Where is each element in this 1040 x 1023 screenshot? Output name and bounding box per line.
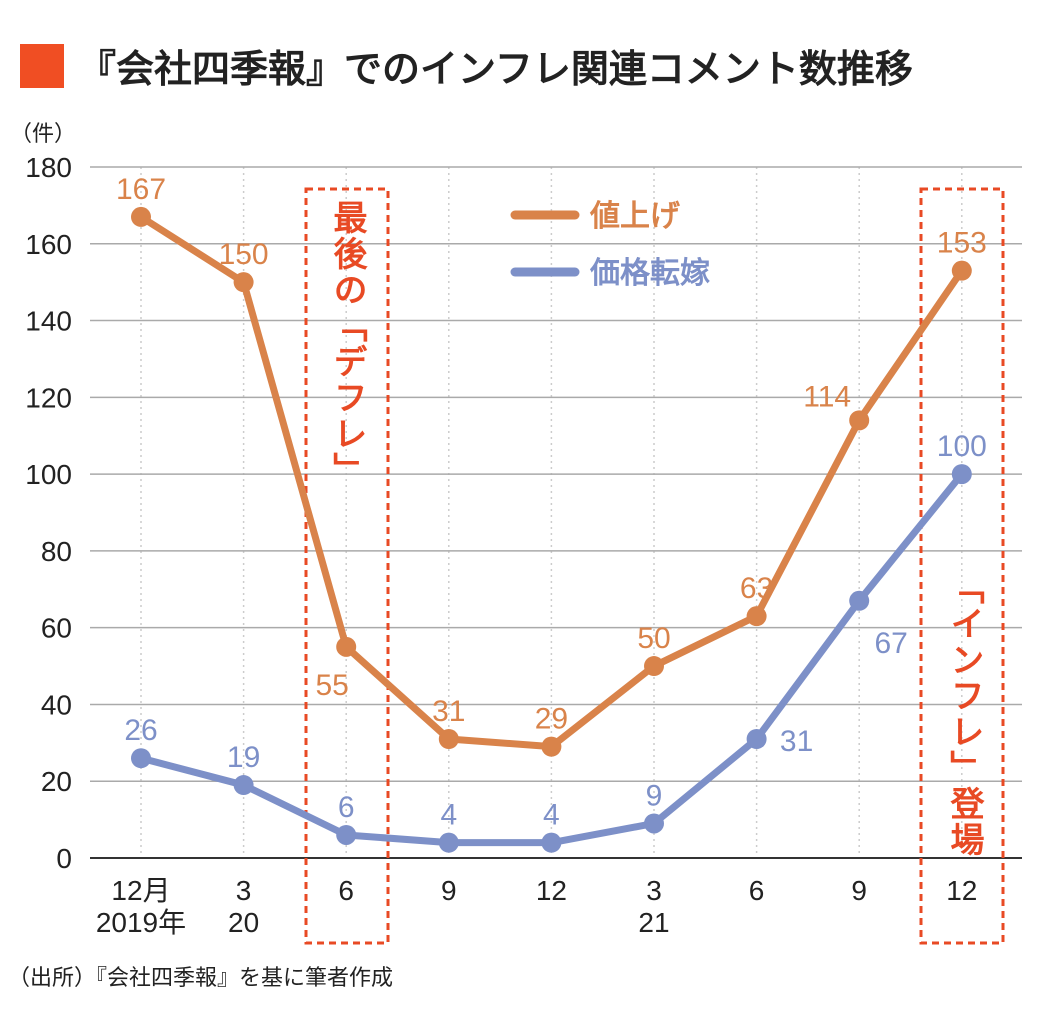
data-point [746,728,767,749]
data-label: 114 [803,380,851,413]
data-point [541,832,562,853]
title-marker [20,43,64,88]
y-tick-label: 40 [41,689,72,720]
data-label: 31 [432,695,465,728]
data-point [336,636,357,657]
x-tick-label: 12月 [111,875,170,906]
y-tick-label: 60 [41,613,72,644]
data-label: 150 [219,238,269,271]
data-point [746,606,767,627]
data-label: 63 [740,572,773,605]
data-label: 29 [535,703,568,736]
data-point [541,736,562,757]
data-label: 9 [646,779,663,812]
y-tick-label: 100 [25,459,72,490]
data-point [131,206,151,227]
x-tick-label: 3 [236,875,252,906]
data-point [233,272,254,293]
data-point [233,775,254,796]
annotation-inflation: 「インフレ」登場 [944,570,984,858]
data-label: 67 [875,627,908,660]
data-label: 55 [316,669,349,702]
y-tick-label: 140 [25,306,72,337]
x-tick-label: 6 [338,875,354,906]
title-text: 『会社四季報』でのインフレ関連コメント数推移 [78,47,913,91]
data-label: 26 [124,714,157,747]
x-tick-label: 12 [536,875,567,906]
x-tick-sublabel: 2019年 [96,907,186,938]
data-label: 31 [780,725,813,758]
annotation-box-deflation [304,187,390,945]
x-tick-sublabel: 20 [228,907,259,938]
legend-label: 価格転嫁 [589,256,710,291]
annotation-deflation: 最後の「デフレ」 [327,200,367,488]
source-note: （出所）『会社四季報』を基に筆者作成 [8,966,394,991]
data-label: 100 [937,430,987,463]
y-tick-label: 20 [41,766,72,797]
y-tick-label: 180 [25,152,72,183]
data-point [336,824,357,845]
y-tick-label: 80 [41,536,72,567]
series-line-0 [139,213,965,751]
y-axis-unit: （件） [10,122,77,147]
data-label: 6 [338,791,355,824]
data-label: 19 [227,741,260,774]
data-point [849,590,870,611]
data-point [438,728,459,749]
x-tick-label: 9 [441,875,457,906]
x-tick-label: 6 [749,875,765,906]
data-label: 167 [116,173,166,206]
annotation-box-inflation [919,187,1005,945]
data-point [644,656,664,677]
y-tick-label: 120 [25,382,72,413]
x-tick-sublabel: 21 [638,907,669,938]
data-point [951,260,972,281]
data-label: 50 [637,622,670,655]
data-point [849,410,870,431]
data-label: 4 [543,799,560,832]
legend-label: 値上げ [589,199,681,234]
y-tick-label: 0 [56,843,72,874]
y-tick-label: 160 [25,229,72,260]
x-tick-label: 3 [646,875,662,906]
data-point [131,748,151,769]
data-label: 4 [440,799,457,832]
x-tick-label: 9 [851,875,867,906]
x-tick-label: 12 [946,875,977,906]
data-point [951,464,972,485]
data-point [438,832,459,853]
data-point [644,813,664,834]
series-line-1 [140,471,965,847]
chart-title: 『会社四季報』でのインフレ関連コメント数推移 [20,38,913,93]
data-label: 153 [937,227,987,260]
